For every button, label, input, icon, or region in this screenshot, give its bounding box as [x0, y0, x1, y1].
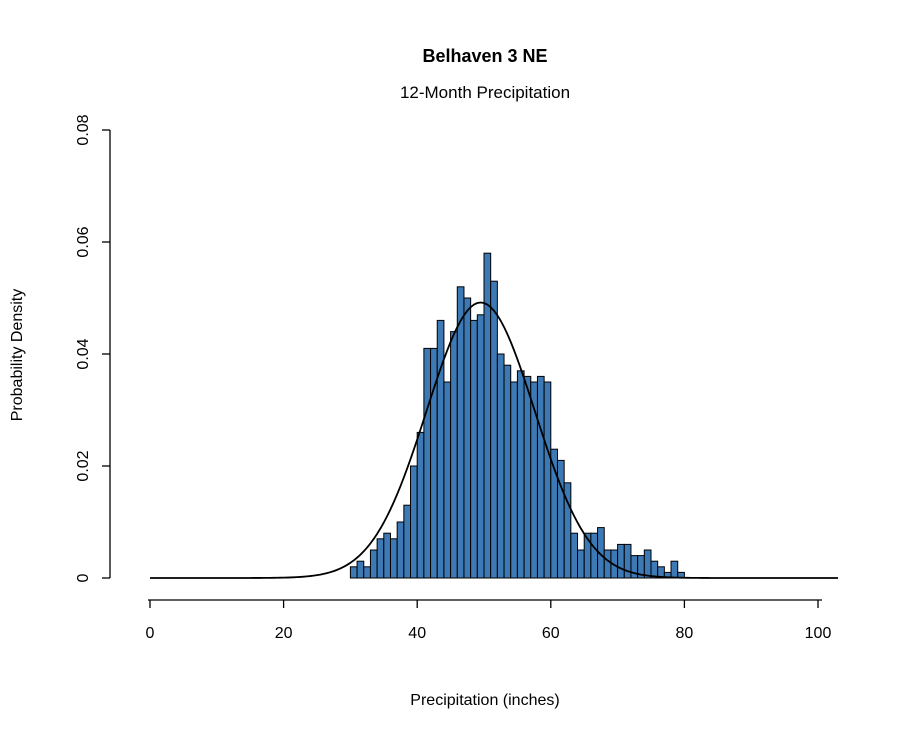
histogram-bar [630, 555, 639, 579]
histogram-bar [543, 381, 552, 579]
x-axis-tick-label: 100 [805, 625, 832, 642]
histogram-bar [389, 538, 398, 579]
histogram-bar [496, 353, 505, 579]
y-axis-tick-label: 0.02 [75, 450, 92, 481]
histogram-bar [603, 549, 612, 579]
normal-density-curve [150, 301, 839, 579]
histogram-bar [369, 549, 378, 579]
histogram-bar [463, 297, 472, 579]
histogram-bar [563, 482, 572, 579]
y-axis-tick-label: 0.06 [75, 226, 92, 257]
y-axis-tick-label: 0.08 [75, 114, 92, 145]
histogram-bar [577, 549, 585, 579]
axes: 0 20 40 60 80 100 0 0.02 0.04 0.06 0.08 [75, 114, 831, 642]
x-axis-label: Precipitation (inches) [410, 692, 559, 709]
x-axis-tick-label: 40 [408, 625, 426, 642]
density-curve-line [150, 301, 839, 579]
y-axis-label: Probability Density [9, 289, 26, 422]
histogram-bars [349, 252, 685, 579]
histogram-bar [410, 465, 418, 579]
histogram-bar [450, 331, 458, 579]
histogram-bar [503, 364, 512, 579]
y-axis-tick-label: 0.04 [75, 338, 92, 369]
histogram-bar [510, 381, 518, 579]
histogram-bar [443, 381, 452, 579]
histogram-bar [536, 375, 545, 579]
x-axis-tick-label: 80 [676, 625, 694, 642]
histogram-bar [363, 566, 371, 579]
histogram-bar [523, 375, 532, 579]
histogram-bar [356, 560, 365, 579]
x-axis-tick-label: 20 [275, 625, 293, 642]
histogram-bar [623, 543, 632, 579]
histogram-bar [349, 566, 358, 579]
chart-title: Belhaven 3 NE [422, 46, 547, 66]
histogram-bar [516, 370, 525, 579]
x-axis-tick-label: 60 [542, 625, 560, 642]
histogram-bar [403, 504, 412, 579]
histogram-bar [456, 286, 465, 579]
histogram-bar [423, 347, 432, 579]
x-axis-tick-label: 0 [146, 625, 155, 642]
histogram-bar [590, 532, 599, 579]
histogram-bar [643, 549, 652, 579]
histogram-bar [376, 538, 385, 579]
y-axis-tick-label: 0 [75, 573, 92, 582]
histogram-bar [476, 314, 485, 579]
histogram-bar [570, 532, 579, 579]
histogram-bar [490, 280, 498, 579]
histogram-bar [670, 560, 679, 579]
histogram-bar [483, 252, 492, 579]
histogram-bar [436, 319, 445, 579]
histogram-bar [416, 431, 425, 579]
histogram-bar [396, 521, 405, 579]
histogram-bar [470, 319, 478, 579]
histogram-bar [383, 532, 391, 579]
chart-subtitle: 12-Month Precipitation [400, 83, 570, 102]
histogram-bar [617, 543, 625, 579]
